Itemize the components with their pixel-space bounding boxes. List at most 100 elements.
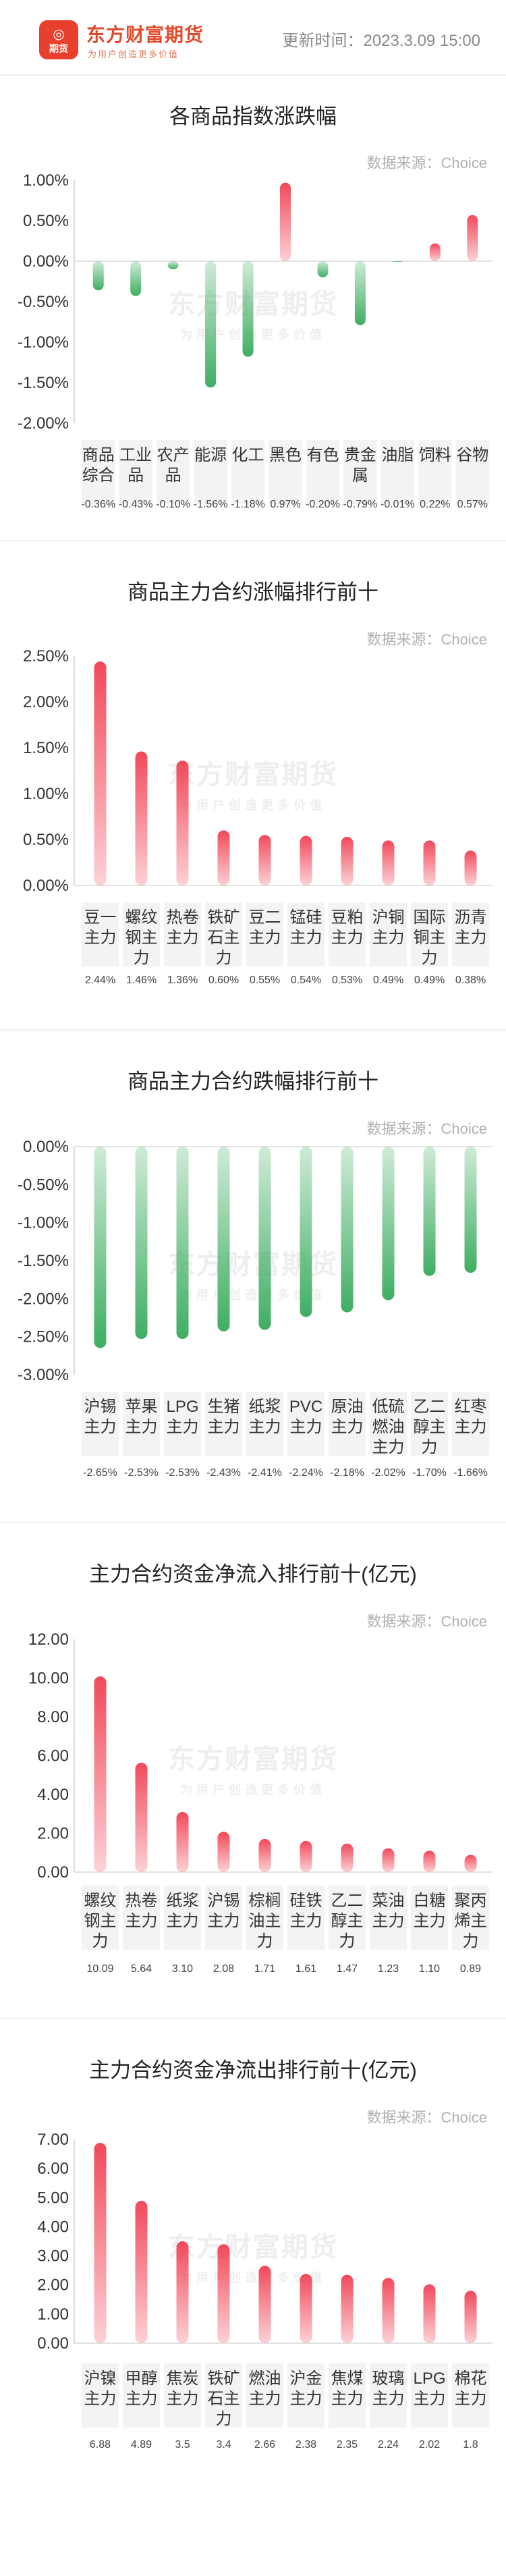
x-tick-label: 甲醇 (125, 2369, 158, 2388)
y-tick-label: 1.50% (23, 739, 69, 757)
x-tick-label: 主力 (331, 1418, 364, 1436)
data-label: 1.36% (167, 975, 198, 986)
x-tick-label: 主力 (84, 929, 117, 947)
x-tick-label: 主力 (125, 2390, 158, 2408)
watermark: 东方财富期货为用户创造更多价值 (0, 1737, 506, 1798)
x-tick-label: 苹果 (125, 1398, 158, 1416)
x-tick-label: 醇主 (331, 1912, 364, 1930)
x-tick-label: 化工 (232, 446, 264, 464)
bar (423, 840, 436, 885)
bar (205, 261, 217, 388)
category-cell (287, 1886, 325, 1950)
category-cell (287, 2363, 325, 2428)
data-label: 0.55% (250, 975, 280, 986)
data-label: -1.56% (194, 499, 228, 510)
bar (317, 261, 329, 277)
y-tick-label: 0.50% (23, 831, 69, 849)
bar (94, 2143, 107, 2343)
bar (135, 1147, 148, 1340)
y-tick-label: 6.00 (37, 1747, 69, 1765)
x-tick-label: 铁矿 (208, 2369, 240, 2388)
y-tick-label: 2.00% (23, 693, 69, 711)
x-tick-label: 国际 (414, 908, 446, 927)
y-tick-label: 0.00% (23, 877, 69, 895)
bar (258, 1838, 271, 1872)
bar (382, 840, 395, 885)
brand-logo: ◎ 期货 (39, 20, 78, 59)
bar (217, 2244, 230, 2343)
bar (94, 1676, 107, 1872)
x-tick-label: 力 (134, 949, 150, 967)
data-label: 1.47 (337, 1963, 358, 1975)
category-cell (370, 902, 407, 966)
data-label: -1.70% (412, 1467, 447, 1479)
bar (392, 261, 403, 263)
y-tick-label: 0.00% (23, 1138, 69, 1156)
x-tick-label: 豆粕 (331, 908, 364, 927)
y-tick-label: 3.00 (37, 2247, 69, 2266)
bar (341, 836, 354, 885)
y-tick-label: 4.00 (37, 2218, 69, 2236)
data-label: -2.65% (83, 1467, 117, 1479)
data-label: 2.08 (213, 1963, 234, 1975)
bar (300, 2274, 312, 2343)
data-label: 2.35 (337, 2439, 358, 2450)
bar (242, 261, 254, 357)
x-tick-label: 主力 (125, 1912, 158, 1930)
y-tick-label: 0.00 (37, 2334, 69, 2353)
category-cell (205, 1392, 242, 1456)
x-tick-label: 主力 (331, 2390, 364, 2408)
category-cell (370, 1392, 407, 1456)
y-tick-label: 5.00 (37, 2189, 69, 2207)
data-label: -2.18% (330, 1467, 364, 1479)
data-label: -0.10% (156, 499, 190, 510)
data-label: -2.02% (371, 1467, 405, 1479)
x-tick-label: 沪锡 (84, 1398, 117, 1416)
category-cell (119, 440, 152, 504)
data-label: 0.54% (291, 975, 321, 986)
x-tick-label: 主力 (290, 2390, 322, 2408)
data-label: 2.24 (378, 2439, 399, 2450)
category-cell (452, 2363, 489, 2428)
update-time: 更新时间：2023.3.09 15:00 (282, 32, 481, 50)
chart-section: 商品主力合约涨幅排行前十 数据来源：Choice 东方财富期货 为用户创造更多价值 2.… (0, 540, 506, 1031)
data-label: 0.38% (455, 975, 486, 986)
page-header: ◎ 期货 东方财富期货 为用户创造更多价值 更新时间：2023.3.09 15:… (0, 0, 506, 74)
data-label: -2.24% (289, 1467, 323, 1479)
y-tick-label: -2.50% (18, 1328, 69, 1346)
x-tick-label: 燃油 (249, 2369, 281, 2388)
bar (464, 850, 477, 885)
x-tick-label: 主力 (372, 929, 405, 947)
bar (217, 1832, 230, 1872)
logo-sub-text: 期货 (49, 43, 68, 54)
category-cell (329, 1886, 366, 1950)
x-tick-label: 沪镍 (84, 2369, 117, 2388)
y-tick-label: -1.50% (18, 374, 69, 392)
bar (464, 1147, 477, 1273)
y-tick-label: -2.00% (18, 414, 69, 433)
category-cell (82, 2363, 119, 2428)
x-tick-label: 主力 (414, 2390, 446, 2408)
bar (92, 261, 104, 291)
category-cell (194, 440, 227, 504)
category-cell (82, 1392, 119, 1456)
y-tick-label: 6.00 (37, 2160, 69, 2178)
category-cell (205, 1886, 242, 1950)
x-tick-label: 螺纹 (125, 908, 158, 927)
data-label: -0.20% (306, 499, 340, 510)
bar (467, 215, 478, 261)
x-tick-label: 主力 (372, 1438, 405, 1456)
y-tick-label: -1.00% (18, 1214, 69, 1232)
data-label: 5.64 (131, 1963, 152, 1975)
x-tick-label: 原油 (331, 1398, 364, 1416)
y-tick-label: 0.00 (37, 1863, 69, 1882)
bar (429, 243, 441, 261)
bar (341, 2274, 354, 2343)
x-tick-label: LPG (413, 2369, 445, 2388)
x-tick-label: 石主 (208, 929, 240, 947)
y-tick-label: -0.50% (18, 293, 69, 311)
x-tick-label: 主力 (167, 929, 199, 947)
bar (354, 261, 366, 325)
